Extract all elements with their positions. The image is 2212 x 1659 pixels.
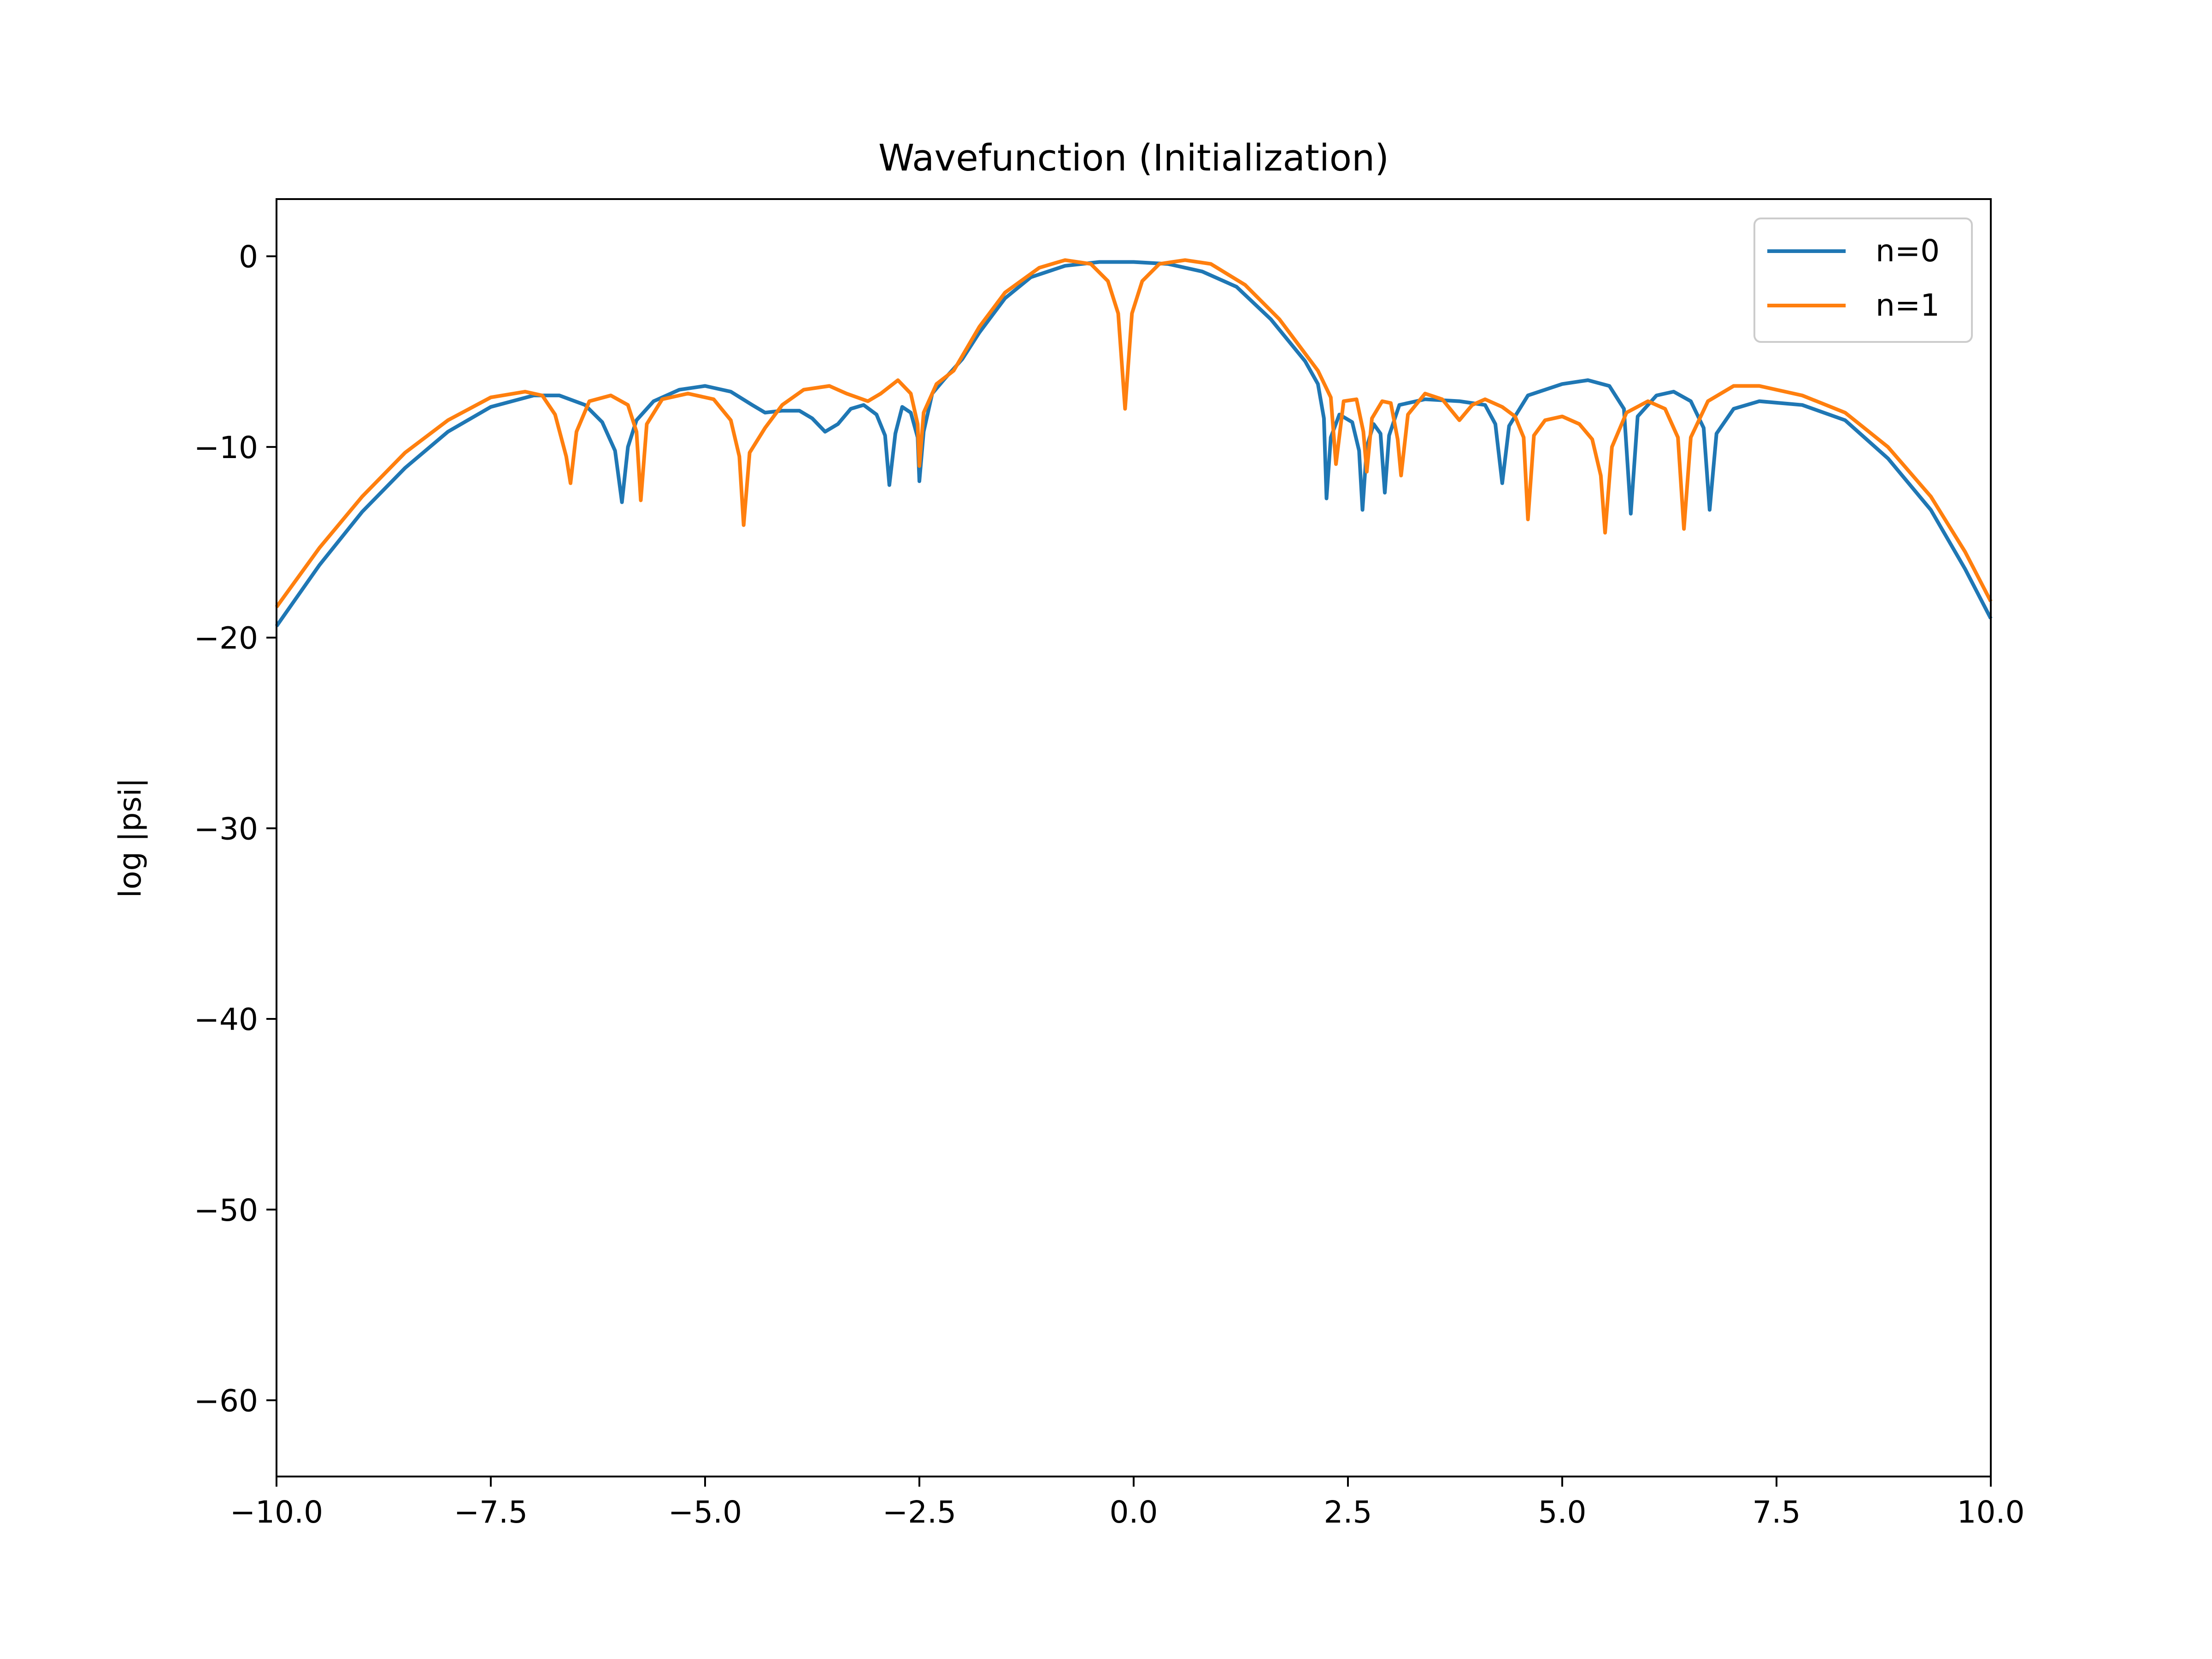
y-tick-label: −10: [194, 430, 258, 465]
legend: n=0 n=1: [1753, 218, 1973, 343]
y-axis-label: log |psi|: [112, 778, 148, 898]
legend-label-n1: n=1: [1876, 288, 1940, 323]
plot-layer: [275, 258, 1993, 628]
y-tick-label: −40: [194, 1002, 258, 1037]
y-tick-label: −30: [194, 811, 258, 847]
x-tick-label: −2.5: [882, 1494, 956, 1530]
x-tick-label: 10.0: [1957, 1494, 2025, 1530]
x-tick-label: 2.5: [1324, 1494, 1372, 1530]
x-tick-label: −7.5: [454, 1494, 528, 1530]
y-axis: 0 −10 −20 −30 −40 −50 −60: [194, 239, 276, 1419]
x-tick-label: 7.5: [1753, 1494, 1801, 1530]
y-tick-label: 0: [239, 239, 258, 275]
chart-title: Wavefunction (Initialization): [878, 137, 1389, 179]
y-tick-label: −20: [194, 621, 258, 656]
x-axis: −10.0 −7.5 −5.0 −2.5 0.0 2.5 5.0 7.5 10.0: [230, 1477, 2025, 1530]
legend-label-n0: n=0: [1876, 233, 1940, 269]
x-tick-label: −10.0: [230, 1494, 323, 1530]
y-tick-label: −60: [194, 1383, 258, 1419]
x-tick-label: 0.0: [1110, 1494, 1158, 1530]
x-tick-label: −5.0: [668, 1494, 742, 1530]
series-line-n1: [275, 258, 1993, 608]
x-tick-label: 5.0: [1538, 1494, 1587, 1530]
y-tick-label: −50: [194, 1193, 258, 1228]
